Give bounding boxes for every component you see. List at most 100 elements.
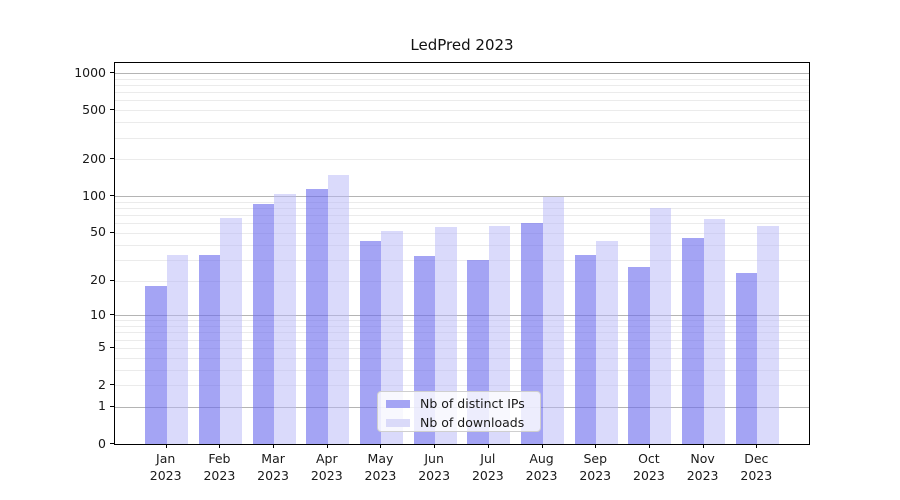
- y-tick-mark-500: [110, 109, 114, 111]
- x-tick-label-jan: Jan 2023: [149, 451, 182, 483]
- gridline-70: [115, 215, 809, 217]
- gridline-700: [115, 92, 809, 94]
- x-tick-label-mar: Mar 2023: [257, 451, 289, 483]
- bar-ips-aug: [521, 223, 543, 444]
- bar-ips-mar: [252, 203, 275, 444]
- legend-swatch-distinct-ips: [386, 399, 410, 408]
- legend-item-downloads: Nb of downloads: [378, 414, 540, 431]
- y-tick-label-2: 2: [98, 376, 106, 392]
- gridline-8: [115, 326, 809, 327]
- gridline-50: [115, 232, 809, 234]
- x-tick-mark-apr: [326, 444, 328, 448]
- x-tick-label-apr: Apr 2023: [310, 451, 343, 483]
- bar-ips-feb: [198, 254, 221, 444]
- y-tick-label-10: 10: [90, 306, 106, 322]
- x-tick-mark-jun: [434, 444, 436, 448]
- gridline-7: [115, 332, 809, 334]
- x-tick-label-jul: Jul 2023: [471, 451, 504, 483]
- y-tick-mark-200: [110, 158, 114, 160]
- gridline-500: [115, 110, 809, 112]
- x-tick-mark-dec: [756, 444, 758, 448]
- gridline-200: [115, 159, 809, 161]
- bar-downloads-apr: [327, 174, 350, 444]
- gridline-4: [115, 357, 809, 359]
- gridline-6: [115, 339, 809, 341]
- legend-label-downloads: Nb of downloads: [420, 415, 525, 430]
- y-tick-label-20: 20: [90, 272, 106, 287]
- bar-downloads-oct: [649, 208, 672, 444]
- bar-downloads-jul: [488, 226, 511, 444]
- bar-downloads-jun: [435, 226, 457, 444]
- gridline-900: [115, 78, 809, 80]
- x-tick-mark-feb: [219, 444, 221, 448]
- bar-downloads-jan: [166, 254, 189, 444]
- legend-label-distinct-ips: Nb of distinct IPs: [420, 396, 525, 411]
- gridline-9: [115, 320, 809, 322]
- y-tick-label-50: 50: [90, 224, 106, 240]
- x-tick-mark-jan: [165, 444, 167, 448]
- bar-ips-sep: [574, 254, 597, 444]
- y-tick-mark-1: [110, 405, 114, 407]
- bar-ips-nov: [682, 238, 704, 444]
- x-tick-label-aug: Aug 2023: [525, 451, 558, 483]
- bar-downloads-nov: [703, 219, 726, 444]
- gridline-3: [115, 369, 809, 371]
- gridlines-layer: [115, 63, 809, 444]
- legend-item-distinct-ips: Nb of distinct IPs: [378, 395, 540, 412]
- bar-ips-dec: [735, 273, 758, 444]
- y-tick-label-0: 0: [98, 435, 106, 451]
- x-tick-mark-may: [380, 444, 382, 448]
- gridline-1000: [115, 73, 809, 74]
- y-tick-mark-20: [110, 279, 114, 281]
- x-tick-mark-sep: [595, 444, 597, 448]
- y-tick-label-200: 200: [82, 150, 106, 166]
- bar-ips-oct: [628, 267, 650, 444]
- y-tick-mark-50: [110, 231, 114, 233]
- x-tick-label-may: May 2023: [364, 451, 397, 483]
- legend: Nb of distinct IPs Nb of downloads: [377, 391, 541, 432]
- plot-area: [114, 62, 810, 445]
- gridline-100: [115, 196, 809, 198]
- gridline-30: [115, 259, 809, 261]
- gridline-300: [115, 137, 809, 139]
- y-tick-label-1000: 1000: [74, 64, 106, 80]
- gridline-10: [115, 315, 809, 317]
- gridline-90: [115, 201, 809, 203]
- gridline-600: [115, 100, 809, 102]
- x-tick-label-feb: Feb 2023: [203, 451, 236, 483]
- y-tick-label-100: 100: [82, 187, 106, 203]
- bar-ips-may: [359, 240, 382, 444]
- x-tick-mark-aug: [541, 444, 543, 448]
- gridline-400: [115, 122, 809, 124]
- legend-swatch-downloads: [386, 418, 410, 427]
- bar-downloads-mar: [274, 194, 296, 444]
- x-tick-label-oct: Oct 2023: [633, 451, 665, 483]
- y-tick-label-1: 1: [98, 398, 106, 414]
- bar-downloads-feb: [220, 218, 242, 444]
- gridline-40: [115, 244, 809, 246]
- bar-downloads-aug: [542, 197, 565, 444]
- x-tick-label-jun: Jun 2023: [418, 451, 451, 483]
- y-tick-mark-0: [110, 443, 114, 444]
- y-tick-mark-2: [110, 384, 114, 385]
- gridline-60: [115, 223, 809, 225]
- bar-downloads-may: [381, 230, 403, 444]
- x-tick-mark-jul: [487, 444, 489, 448]
- bar-ips-jan: [145, 285, 167, 444]
- bar-downloads-dec: [757, 226, 779, 444]
- x-tick-label-sep: Sep 2023: [579, 451, 612, 483]
- gridline-20: [115, 280, 809, 282]
- x-tick-mark-nov: [702, 444, 704, 448]
- bars-layer: [115, 63, 809, 444]
- x-tick-mark-oct: [648, 444, 650, 448]
- x-tick-mark-mar: [273, 444, 275, 448]
- chart-title: LedPred 2023: [410, 36, 514, 54]
- y-tick-label-5: 5: [98, 339, 106, 355]
- y-tick-mark-1000: [110, 72, 114, 73]
- y-tick-mark-100: [110, 195, 114, 197]
- bar-ips-apr: [306, 188, 328, 444]
- gridline-5: [115, 347, 809, 349]
- x-tick-label-dec: Dec 2023: [740, 451, 773, 483]
- gridline-800: [115, 84, 809, 86]
